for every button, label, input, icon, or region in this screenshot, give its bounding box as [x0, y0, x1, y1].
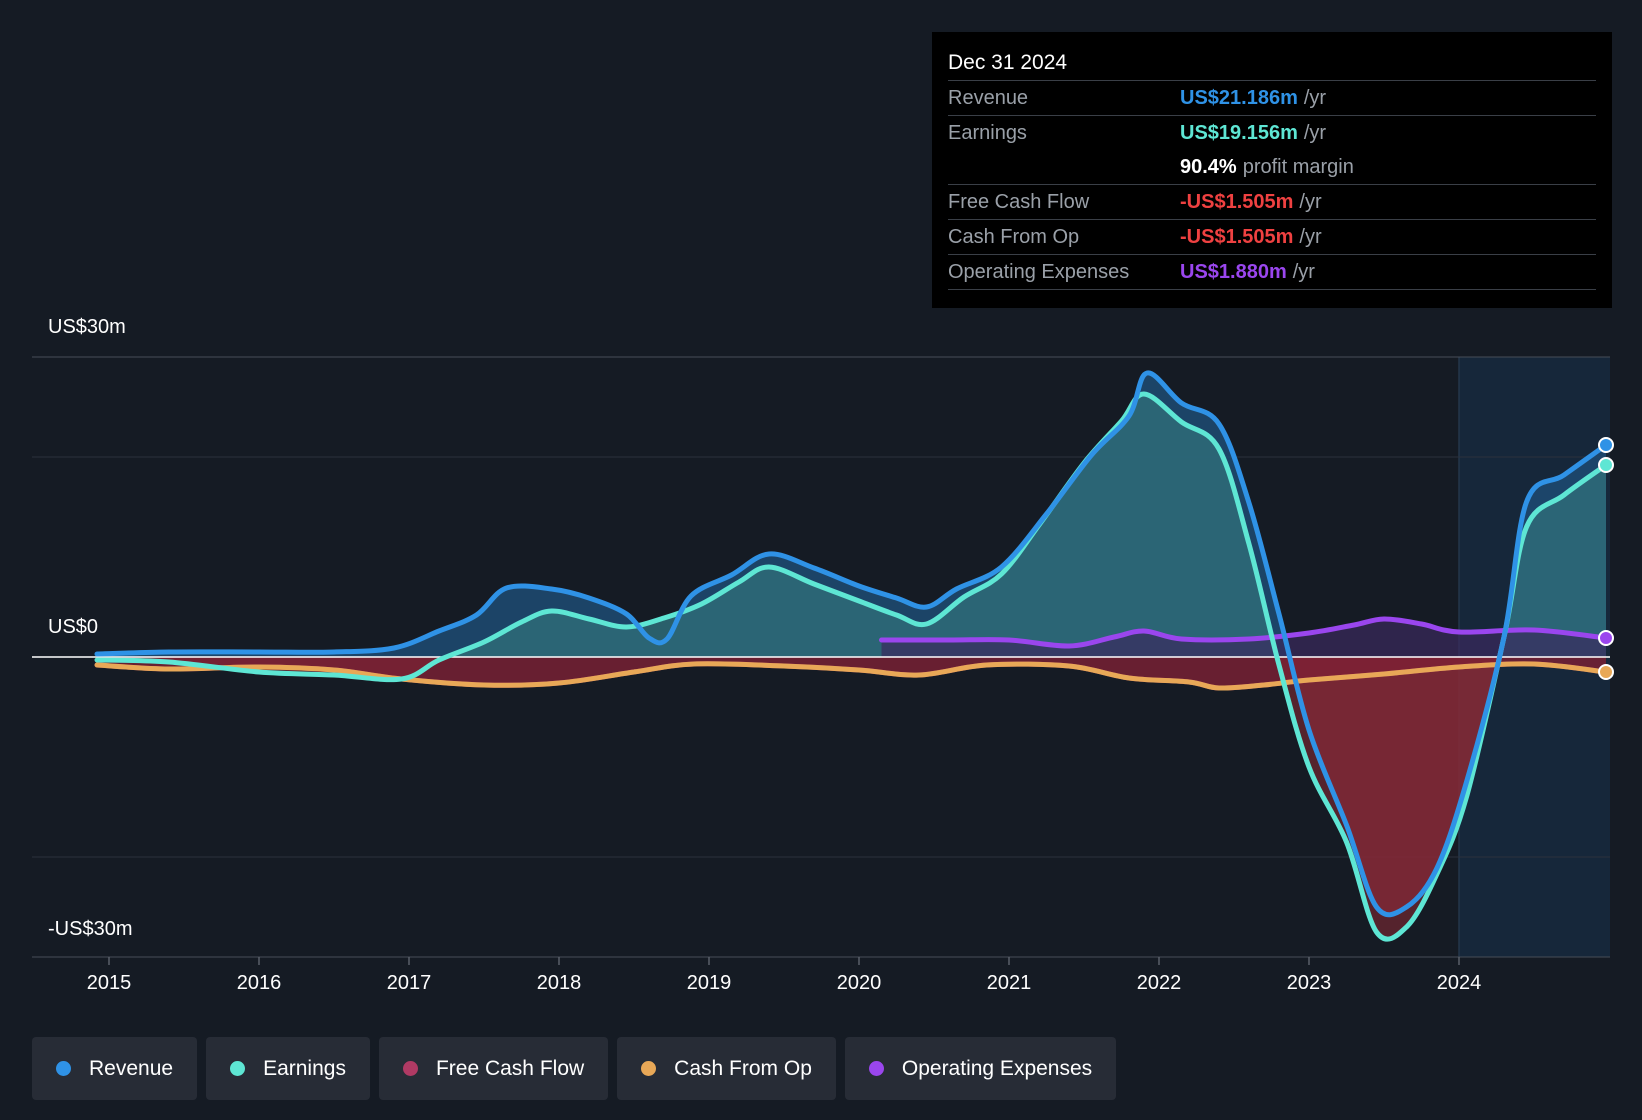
series-lines [94, 370, 1609, 942]
x-tick-label: 2018 [537, 972, 582, 994]
tooltip-value: US$1.880m [1180, 261, 1287, 283]
legend-dot-icon [230, 1061, 246, 1076]
area-fills [97, 372, 1606, 940]
tooltip-unit: /yr [1303, 122, 1327, 144]
legend-label: Free Cash Flow [435, 1056, 585, 1080]
tooltip-row-cash-from-op: Cash From Op -US$1.505m /yr [948, 220, 1596, 255]
x-tick-label: 2016 [237, 972, 282, 994]
gridlines [32, 356, 1610, 958]
tooltip-label: Free Cash Flow [948, 191, 1090, 213]
x-tick-label: 2020 [837, 972, 882, 994]
legend-item-operating-expenses[interactable]: Operating Expenses [844, 1037, 1117, 1100]
revenue-endpoint [1598, 437, 1614, 453]
earnings-endpoint [1598, 457, 1614, 473]
tooltip-unit: /yr [1292, 261, 1315, 283]
tooltip-unit: /yr [1299, 226, 1322, 248]
x-tick-label: 2015 [87, 972, 132, 994]
tooltip-row-free-cash-flow: Free Cash Flow -US$1.505m /yr [948, 185, 1596, 220]
tooltip-row-profit-margin: 90.4% profit margin [948, 150, 1596, 185]
legend-label: Cash From Op [674, 1056, 812, 1080]
tooltip-value: -US$1.505m [1180, 226, 1294, 248]
tooltip-label [948, 150, 1180, 184]
x-tick-label: 2024 [1437, 972, 1482, 994]
legend-label: Operating Expenses [901, 1056, 1093, 1080]
legend-dot-icon [56, 1061, 71, 1076]
tooltip-unit: profit margin [1242, 156, 1354, 178]
tooltip-date: Dec 31 2024 [948, 46, 1596, 81]
free-cash-flow-area [97, 657, 1606, 689]
tooltip-label: Cash From Op [948, 226, 1080, 248]
legend-dot-icon [868, 1061, 884, 1076]
tooltip-value: US$21.186m [1180, 87, 1298, 109]
cash-from-op-line [94, 661, 1609, 691]
x-tick-label: 2019 [687, 972, 732, 994]
earnings-line [94, 391, 1609, 942]
y-axis-labels: US$30m US$0 -US$30m [48, 316, 132, 940]
tooltip-value: US$19.156m [1180, 122, 1298, 144]
cash-from-op-endpoint [1598, 664, 1614, 680]
earnings-negative-area [97, 657, 1606, 940]
legend-item-revenue[interactable]: Revenue [32, 1037, 198, 1100]
x-tick-label: 2021 [987, 972, 1032, 994]
tooltip-label: Operating Expenses [948, 261, 1130, 283]
tooltip-row-revenue: Revenue US$21.186m /yr [948, 81, 1596, 116]
tooltip-row-operating-expenses: Operating Expenses US$1.880m /yr [948, 255, 1596, 290]
operating-expenses-endpoint [1598, 630, 1614, 646]
tooltip-label: Earnings [948, 122, 1027, 144]
revenue-line [94, 370, 1609, 918]
legend-item-cash-from-op[interactable]: Cash From Op [617, 1037, 836, 1100]
legend-label: Earnings [263, 1056, 346, 1080]
legend-label: Revenue [89, 1056, 174, 1080]
tooltip-value: 90.4% [1180, 156, 1237, 178]
x-tick-label: 2017 [387, 972, 432, 994]
legend-dot-icon [402, 1061, 418, 1076]
x-axis: 2015 2016 2017 2018 2019 2020 2021 2022 2023 2024 [87, 957, 1482, 994]
legend-dot-icon [641, 1061, 657, 1076]
legend: Revenue Earnings Free Cash Flow Cash Fro… [32, 1037, 1125, 1100]
tooltip-unit: /yr [1303, 87, 1327, 109]
y-tick-label: US$30m [48, 316, 126, 338]
tooltip-row-earnings: Earnings US$19.156m /yr [948, 116, 1596, 150]
legend-item-earnings[interactable]: Earnings [206, 1037, 370, 1100]
operating-expenses-line [879, 616, 1609, 649]
series-endpoints [1598, 437, 1614, 680]
tooltip-unit: /yr [1299, 191, 1322, 213]
tooltip-value: -US$1.505m [1180, 191, 1294, 213]
legend-item-free-cash-flow[interactable]: Free Cash Flow [378, 1037, 609, 1100]
y-tick-label: -US$30m [48, 918, 132, 940]
tooltip-panel: Dec 31 2024 Revenue US$21.186m /yr Earni… [932, 32, 1612, 308]
y-tick-label: US$0 [48, 616, 98, 638]
tooltip-label: Revenue [948, 87, 1029, 109]
x-tick-label: 2023 [1287, 972, 1332, 994]
earnings-area [97, 393, 1606, 657]
x-tick-label: 2022 [1137, 972, 1182, 994]
